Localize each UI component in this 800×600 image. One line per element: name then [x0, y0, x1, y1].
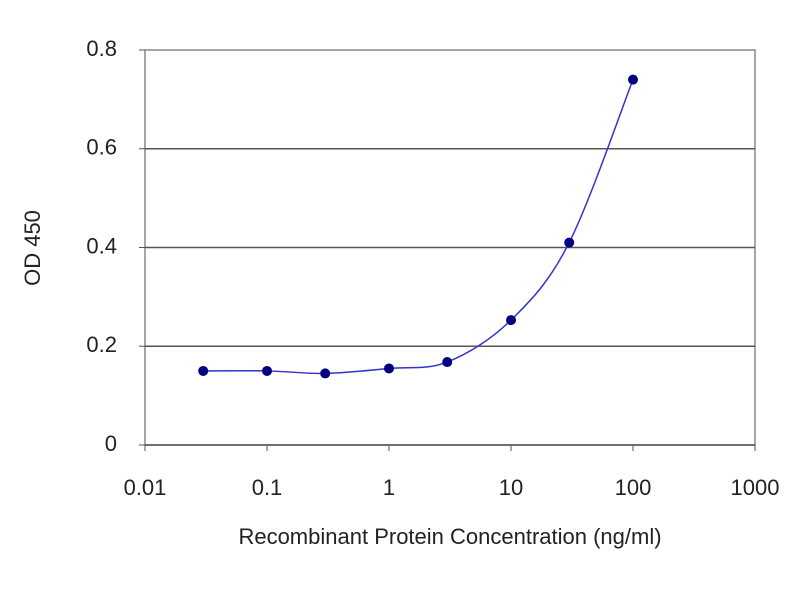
data-point: [262, 365, 272, 376]
data-point: [320, 368, 331, 379]
x-tick-label: 0.1: [252, 475, 283, 500]
x-tick-label: 0.01: [124, 475, 167, 500]
x-tick-label: 1: [383, 475, 395, 500]
data-point: [506, 315, 516, 326]
y-tick-label: 0.8: [86, 36, 117, 61]
data-point: [442, 357, 453, 368]
x-axis-label: Recombinant Protein Concentration (ng/ml…: [238, 524, 661, 549]
y-tick-label: 0.4: [86, 233, 117, 258]
y-tick-label: 0: [105, 431, 117, 456]
y-tick-label: 0.2: [86, 332, 117, 357]
x-tick-label: 1000: [731, 475, 780, 500]
y-tick-label: 0.6: [86, 135, 117, 160]
data-point: [198, 365, 209, 376]
y-axis-label: OD 450: [20, 210, 45, 286]
x-tick-label: 10: [499, 475, 523, 500]
data-point: [384, 363, 394, 374]
data-point: [564, 237, 575, 248]
data-point: [628, 74, 638, 85]
x-tick-label: 100: [615, 475, 652, 500]
